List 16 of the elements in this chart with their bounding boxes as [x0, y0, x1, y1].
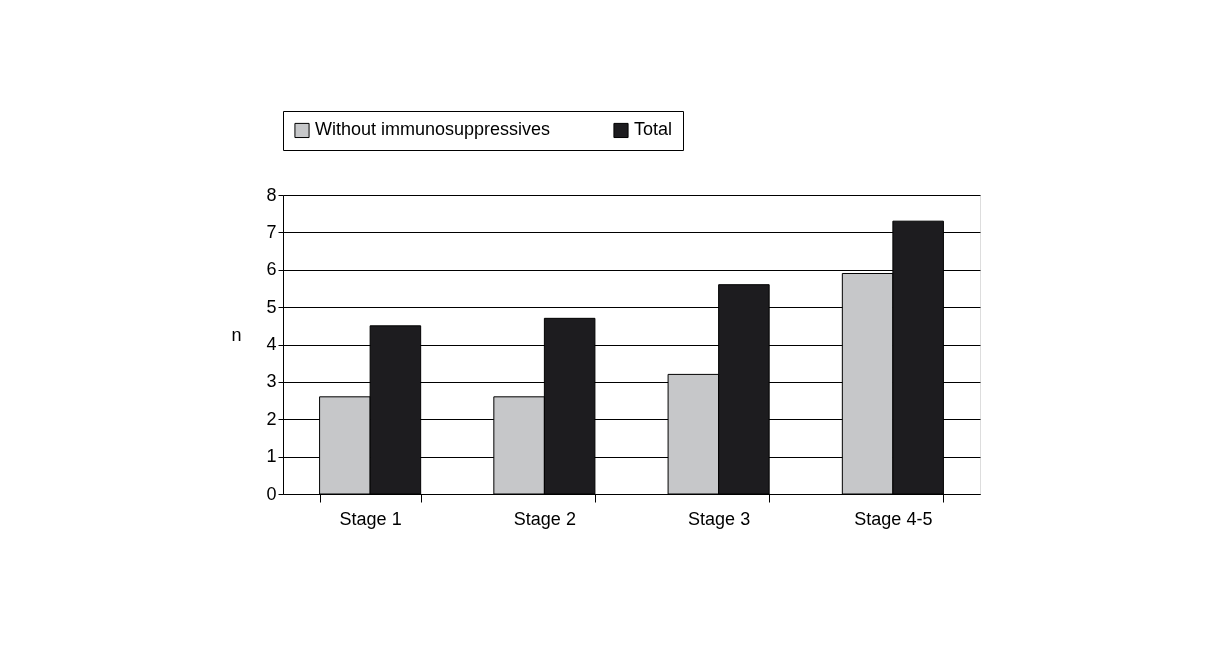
y-tick-label: 5 — [266, 296, 277, 317]
x-tick-label: Stage 2 — [513, 508, 576, 529]
legend-label: Without immunosuppressives — [315, 119, 551, 140]
y-tick-label: 3 — [266, 371, 277, 392]
y-tick-label: 4 — [266, 334, 277, 354]
x-tick-label: Stage 4-5 — [854, 508, 933, 529]
y-tick-label: 1 — [266, 446, 277, 467]
x-tick-label: Stage 3 — [688, 508, 751, 529]
y-tick-label: 6 — [266, 259, 277, 280]
y-axis-title: n — [231, 325, 242, 345]
x-tick-label: Stage 1 — [339, 508, 402, 529]
y-tick-label: 2 — [266, 408, 277, 429]
y-tick-label: 7 — [266, 221, 277, 242]
y-tick-label: 8 — [266, 184, 277, 205]
y-tick-label: 0 — [266, 483, 277, 504]
legend-label: Total — [634, 119, 673, 140]
